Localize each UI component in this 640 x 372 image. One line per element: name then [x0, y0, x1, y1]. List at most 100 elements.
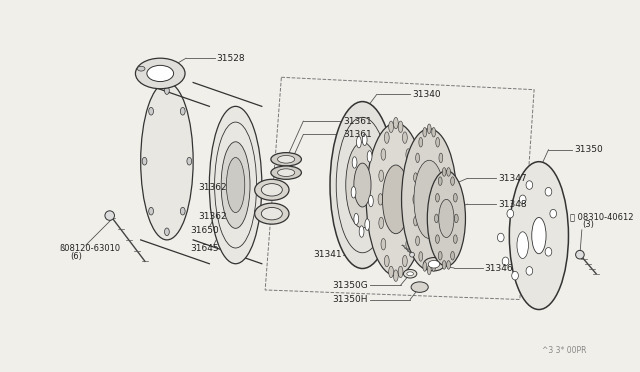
Ellipse shape [419, 252, 422, 261]
Ellipse shape [407, 272, 413, 276]
Ellipse shape [442, 261, 446, 269]
Ellipse shape [142, 157, 147, 165]
Text: 31362: 31362 [198, 212, 227, 221]
Ellipse shape [148, 207, 154, 215]
Ellipse shape [148, 108, 154, 115]
Ellipse shape [164, 87, 170, 94]
Ellipse shape [453, 235, 457, 243]
Ellipse shape [507, 209, 514, 218]
Ellipse shape [453, 193, 457, 202]
Ellipse shape [436, 138, 440, 147]
Ellipse shape [352, 157, 357, 168]
Ellipse shape [436, 252, 440, 261]
Ellipse shape [408, 217, 413, 229]
Ellipse shape [408, 170, 413, 182]
Ellipse shape [406, 149, 411, 160]
Text: 31350: 31350 [574, 145, 603, 154]
Ellipse shape [442, 195, 445, 204]
Ellipse shape [436, 235, 439, 243]
Ellipse shape [415, 236, 419, 246]
Ellipse shape [502, 257, 509, 266]
Ellipse shape [413, 217, 417, 226]
Ellipse shape [403, 269, 417, 278]
Ellipse shape [330, 102, 395, 269]
Ellipse shape [432, 128, 436, 137]
Ellipse shape [497, 233, 504, 242]
Text: 31361: 31361 [344, 117, 372, 126]
Ellipse shape [278, 169, 295, 176]
Ellipse shape [545, 187, 552, 196]
Ellipse shape [436, 193, 439, 202]
Ellipse shape [367, 151, 372, 162]
Ellipse shape [509, 162, 568, 310]
Ellipse shape [451, 251, 454, 260]
Ellipse shape [351, 186, 356, 198]
Ellipse shape [419, 138, 422, 147]
Ellipse shape [383, 165, 409, 234]
Ellipse shape [451, 177, 454, 185]
Text: 31341: 31341 [313, 250, 342, 259]
Ellipse shape [410, 252, 415, 257]
Ellipse shape [413, 173, 417, 182]
Text: 31528: 31528 [216, 54, 245, 63]
Text: (6): (6) [70, 252, 83, 261]
Ellipse shape [180, 207, 185, 215]
Text: (3): (3) [582, 219, 594, 229]
Text: Ⓢ 08310-40612: Ⓢ 08310-40612 [570, 212, 634, 221]
Ellipse shape [432, 262, 436, 271]
Text: 31346: 31346 [484, 263, 513, 273]
Ellipse shape [271, 166, 301, 179]
Ellipse shape [441, 173, 445, 182]
Ellipse shape [362, 134, 367, 145]
Ellipse shape [385, 255, 389, 267]
Ellipse shape [136, 58, 185, 89]
Ellipse shape [423, 128, 427, 137]
Ellipse shape [439, 153, 443, 163]
Ellipse shape [141, 83, 193, 240]
Ellipse shape [428, 265, 431, 275]
Text: 31348: 31348 [498, 200, 527, 209]
Text: 31347: 31347 [498, 174, 527, 183]
Ellipse shape [575, 250, 584, 259]
Ellipse shape [423, 262, 427, 271]
Ellipse shape [255, 179, 289, 200]
Text: 31650: 31650 [191, 226, 220, 235]
Ellipse shape [517, 232, 529, 259]
Ellipse shape [439, 199, 454, 237]
Ellipse shape [413, 195, 417, 204]
Ellipse shape [221, 142, 250, 228]
Ellipse shape [403, 132, 407, 143]
Ellipse shape [255, 203, 289, 224]
Ellipse shape [147, 65, 173, 81]
Ellipse shape [532, 218, 546, 254]
Text: 31361: 31361 [344, 130, 372, 139]
Text: 31340: 31340 [412, 90, 441, 99]
Ellipse shape [379, 170, 383, 182]
Text: ^3 3* 00PR: ^3 3* 00PR [542, 346, 587, 355]
Ellipse shape [378, 194, 383, 205]
Ellipse shape [359, 226, 364, 237]
Ellipse shape [346, 142, 379, 228]
Ellipse shape [388, 121, 394, 132]
Ellipse shape [438, 177, 442, 185]
Ellipse shape [261, 208, 282, 220]
Ellipse shape [401, 129, 457, 270]
Ellipse shape [438, 251, 442, 260]
Ellipse shape [442, 168, 446, 176]
Ellipse shape [441, 217, 445, 226]
Text: ß08120-63010: ß08120-63010 [59, 244, 120, 253]
Ellipse shape [261, 184, 282, 196]
Ellipse shape [526, 181, 532, 189]
Ellipse shape [428, 260, 440, 268]
Ellipse shape [278, 155, 295, 163]
Ellipse shape [447, 261, 451, 269]
Ellipse shape [369, 195, 373, 207]
Ellipse shape [447, 168, 451, 176]
Ellipse shape [414, 160, 444, 238]
Ellipse shape [398, 121, 403, 132]
Ellipse shape [366, 123, 426, 276]
Ellipse shape [526, 267, 532, 275]
Ellipse shape [356, 137, 361, 148]
Ellipse shape [164, 228, 170, 235]
Ellipse shape [428, 171, 465, 266]
